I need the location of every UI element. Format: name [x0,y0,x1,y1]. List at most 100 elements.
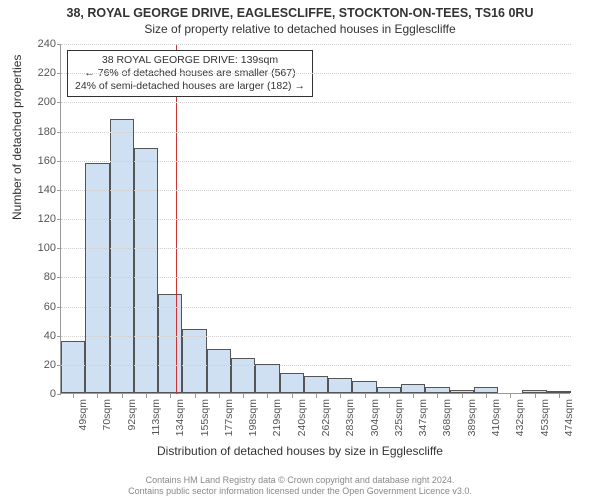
x-tick-label: 49sqm [77,399,89,431]
y-tick-mark [57,277,61,278]
x-tick-label: 325sqm [393,399,405,436]
x-tick-label: 113sqm [150,399,162,436]
footer-attribution: Contains HM Land Registry data © Crown c… [0,475,600,498]
histogram-bar [425,387,449,393]
grid-line [61,161,571,162]
footer-line1: Contains HM Land Registry data © Crown c… [0,475,600,486]
y-tick-label: 0 [26,388,56,400]
x-tick-label: 304sqm [369,399,381,436]
histogram-bar [134,148,158,393]
y-tick-mark [57,132,61,133]
y-tick-label: 160 [26,155,56,167]
grid-line [61,73,571,74]
x-tick-mark [73,394,74,398]
x-tick-mark [243,394,244,398]
x-tick-mark [146,394,147,398]
x-tick-mark [292,394,293,398]
y-tick-label: 20 [26,359,56,371]
grid-line [61,277,571,278]
y-tick-label: 100 [26,242,56,254]
histogram-bar [328,378,352,393]
x-tick-mark [195,394,196,398]
y-tick-mark [57,161,61,162]
x-tick-label: 453sqm [539,399,551,436]
histogram-bar [61,341,85,394]
x-tick-mark [559,394,560,398]
histogram-bar [377,387,401,393]
x-tick-label: 410sqm [490,399,502,436]
histogram-bar [474,387,498,393]
x-tick-label: 368sqm [441,399,453,436]
x-tick-mark [437,394,438,398]
x-tick-mark [267,394,268,398]
x-tick-mark [97,394,98,398]
annotation-line1: 38 ROYAL GEORGE DRIVE: 139sqm [75,54,305,67]
x-axis-label: Distribution of detached houses by size … [0,444,600,458]
x-tick-label: 70sqm [101,399,113,431]
grid-line [61,336,571,337]
chart-title-block: 38, ROYAL GEORGE DRIVE, EAGLESCLIFFE, ST… [0,0,600,36]
chart-title-address: 38, ROYAL GEORGE DRIVE, EAGLESCLIFFE, ST… [0,6,600,20]
x-tick-mark [462,394,463,398]
y-tick-mark [57,44,61,45]
histogram-bar [255,364,279,393]
x-tick-mark [510,394,511,398]
y-tick-label: 40 [26,330,56,342]
x-tick-mark [340,394,341,398]
grid-line [61,190,571,191]
y-tick-mark [57,307,61,308]
x-tick-label: 474sqm [563,399,575,436]
y-tick-label: 120 [26,213,56,225]
histogram-bar [280,373,304,393]
y-tick-mark [57,73,61,74]
y-tick-mark [57,248,61,249]
y-tick-mark [57,365,61,366]
x-tick-label: 92sqm [126,399,138,431]
y-axis-label: Number of detached properties [10,55,24,220]
x-tick-label: 240sqm [296,399,308,436]
x-tick-mark [413,394,414,398]
y-tick-label: 240 [26,38,56,50]
x-tick-label: 134sqm [174,399,186,436]
x-tick-label: 155sqm [199,399,211,436]
grid-line [61,219,571,220]
x-tick-label: 177sqm [223,399,235,436]
histogram-bar [231,358,255,393]
footer-line2: Contains public sector information licen… [0,486,600,497]
x-tick-label: 198sqm [247,399,259,436]
y-tick-mark [57,102,61,103]
chart-area: 38 ROYAL GEORGE DRIVE: 139sqm ← 76% of d… [60,44,570,394]
plot-region: 38 ROYAL GEORGE DRIVE: 139sqm ← 76% of d… [60,44,570,394]
x-tick-label: 432sqm [514,399,526,436]
x-tick-mark [219,394,220,398]
histogram-bar [450,390,474,393]
x-tick-label: 347sqm [417,399,429,436]
grid-line [61,248,571,249]
x-tick-mark [122,394,123,398]
x-tick-label: 219sqm [271,399,283,436]
y-tick-mark [57,394,61,395]
histogram-bar [182,329,206,393]
y-tick-mark [57,190,61,191]
x-tick-label: 283sqm [344,399,356,436]
y-tick-label: 80 [26,271,56,283]
annotation-line3: 24% of semi-detached houses are larger (… [75,80,305,93]
x-tick-mark [535,394,536,398]
x-tick-mark [316,394,317,398]
y-tick-label: 140 [26,184,56,196]
histogram-bar [547,391,571,393]
histogram-bar [352,381,376,393]
chart-subtitle: Size of property relative to detached ho… [0,22,600,36]
y-tick-label: 200 [26,96,56,108]
histogram-bar [158,294,182,393]
y-tick-label: 60 [26,301,56,313]
x-tick-label: 389sqm [466,399,478,436]
histogram-bar [522,390,546,393]
histogram-bar [401,384,425,393]
grid-line [61,44,571,45]
grid-line [61,132,571,133]
x-tick-mark [389,394,390,398]
histogram-bar [304,376,328,394]
y-tick-mark [57,219,61,220]
y-tick-mark [57,336,61,337]
